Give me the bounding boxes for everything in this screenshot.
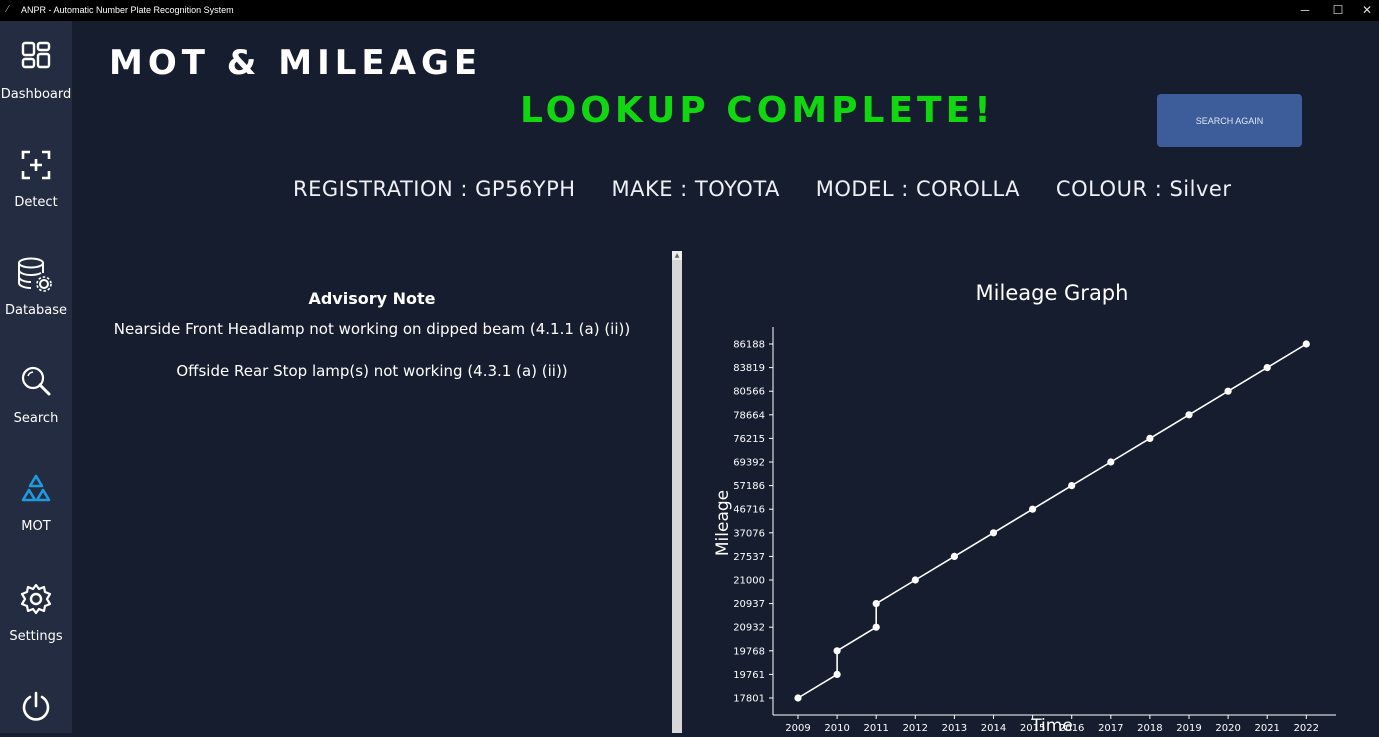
- database-icon: [18, 257, 52, 292]
- mileage-chart: Mileage Graph Mileage Time 2009 2010 2011 2…: [704, 271, 1344, 736]
- y-tick-label: 46716: [733, 505, 765, 516]
- x-tick-label: 2015: [1020, 723, 1045, 733]
- chart-y-label: Mileage: [713, 490, 733, 556]
- mileage-series-line: [797, 343, 1307, 699]
- advisory-heading: Advisory Note: [308, 289, 436, 308]
- y-tick-label: 57186: [733, 481, 765, 492]
- x-tick-label: 2018: [1137, 723, 1162, 733]
- mileage-data-point: [872, 600, 880, 608]
- sidebar-item-label: Settings: [9, 629, 63, 644]
- x-tick-label: 2011: [863, 723, 888, 733]
- sidebar-item-database[interactable]: Database: [0, 257, 72, 347]
- mileage-data-point: [833, 647, 841, 655]
- minimize-button[interactable]: ─: [1300, 3, 1310, 17]
- status-message: LOOKUP COMPLETE!: [520, 90, 995, 131]
- x-tick-label: 2019: [1176, 723, 1201, 733]
- x-tick-label: 2010: [824, 723, 849, 733]
- maximize-button[interactable]: ☐: [1332, 3, 1344, 17]
- detect-icon: [21, 150, 51, 180]
- mileage-chart-svg: Mileage Graph Mileage Time 2009 2010 2011 2…: [713, 281, 1336, 736]
- advisory-item: Offside Rear Stop lamp(s) not working (4…: [176, 362, 568, 380]
- sidebar-item-label: Dashboard: [0, 87, 72, 102]
- y-tick-label: 83819: [733, 363, 765, 374]
- sidebar: Dashboard Detect Database Search: [0, 21, 72, 733]
- mileage-data-point: [833, 670, 841, 678]
- mot-icon: [21, 474, 51, 502]
- y-tick-label: 69392: [733, 458, 765, 469]
- x-tick-label: 2013: [942, 723, 967, 733]
- search-again-button[interactable]: SEARCH AGAIN: [1157, 94, 1302, 147]
- main-panel: MOT & MILEAGE LOOKUP COMPLETE! SEARCH AG…: [72, 21, 1379, 736]
- sidebar-item-label: Search: [13, 411, 59, 426]
- mileage-data-point: [1029, 505, 1037, 513]
- x-tick-label: 2022: [1294, 723, 1319, 733]
- app-icon: ⁄: [7, 4, 9, 15]
- y-tick-label: 17801: [733, 694, 765, 705]
- chart-title: Mileage Graph: [976, 281, 1129, 305]
- mileage-data-point: [950, 552, 958, 560]
- x-tick-label: 2014: [981, 723, 1006, 733]
- y-tick-label: 27537: [733, 552, 765, 563]
- y-tick-label: 37076: [733, 528, 765, 539]
- y-tick-label: 19768: [733, 646, 765, 657]
- mileage-data-point: [872, 623, 880, 631]
- mileage-data-point: [1068, 482, 1076, 490]
- chart-axes: 2009 2010 2011 2012 2013 2014 2015 2016 2017 2018…: [733, 327, 1336, 734]
- sidebar-item-mot[interactable]: MOT: [0, 473, 72, 563]
- vehicle-info: REGISTRATION : GP56YPH MAKE : TOYOTA MOD…: [293, 177, 1232, 201]
- y-tick-label: 21000: [733, 576, 765, 587]
- mileage-data-point: [911, 576, 919, 584]
- sidebar-item-label: MOT: [21, 519, 51, 534]
- sidebar-item-label: Database: [4, 303, 68, 318]
- x-tick-label: 2016: [1059, 723, 1084, 733]
- sidebar-item-detect[interactable]: Detect: [0, 149, 72, 239]
- mileage-data-point: [989, 529, 998, 537]
- y-tick-label: 19761: [733, 670, 765, 681]
- mileage-data-point: [1107, 458, 1115, 466]
- gear-icon: [20, 583, 52, 615]
- scroll-up-arrow-icon[interactable]: ▲: [672, 251, 682, 260]
- close-button[interactable]: ✕: [1361, 3, 1373, 17]
- dashboard-icon: [21, 41, 51, 69]
- x-tick-label: 2020: [1215, 723, 1240, 733]
- mileage-data-point: [794, 694, 802, 702]
- sidebar-item-search[interactable]: Search: [0, 365, 72, 455]
- chart-marks: [794, 340, 1310, 702]
- x-tick-label: 2017: [1098, 723, 1123, 733]
- page-title: MOT & MILEAGE: [109, 43, 483, 83]
- scrollbar[interactable]: ▲: [672, 251, 682, 733]
- mileage-data-point: [1302, 340, 1310, 348]
- sidebar-item-settings[interactable]: Settings: [0, 583, 72, 673]
- chart-x-label: Time: [1030, 716, 1073, 733]
- sidebar-item-dashboard[interactable]: Dashboard: [0, 41, 72, 131]
- search-icon: [21, 366, 51, 396]
- mileage-data-point: [1146, 434, 1154, 442]
- mileage-data-point: [1185, 411, 1193, 419]
- window-titlebar: ⁄ ANPR - Automatic Number Plate Recognit…: [0, 0, 1379, 21]
- y-tick-label: 76215: [733, 434, 765, 445]
- power-button[interactable]: [0, 691, 72, 733]
- mileage-data-point: [1263, 364, 1271, 372]
- mileage-data-point: [1224, 387, 1232, 395]
- y-tick-label: 78664: [733, 410, 765, 421]
- power-icon: [22, 691, 50, 721]
- y-tick-label: 80566: [733, 387, 765, 398]
- x-tick-label: 2021: [1254, 723, 1279, 733]
- y-tick-label: 20937: [733, 599, 765, 610]
- x-tick-label: 2009: [785, 723, 810, 733]
- advisory-notes: Advisory Note Nearside Front Headlamp no…: [112, 289, 632, 404]
- y-tick-label: 20932: [733, 623, 765, 634]
- advisory-item: Nearside Front Headlamp not working on d…: [113, 320, 631, 338]
- window-title: ANPR - Automatic Number Plate Recognitio…: [21, 5, 234, 15]
- y-tick-label: 86188: [733, 340, 765, 351]
- sidebar-item-label: Detect: [14, 195, 58, 210]
- x-tick-label: 2012: [903, 723, 928, 733]
